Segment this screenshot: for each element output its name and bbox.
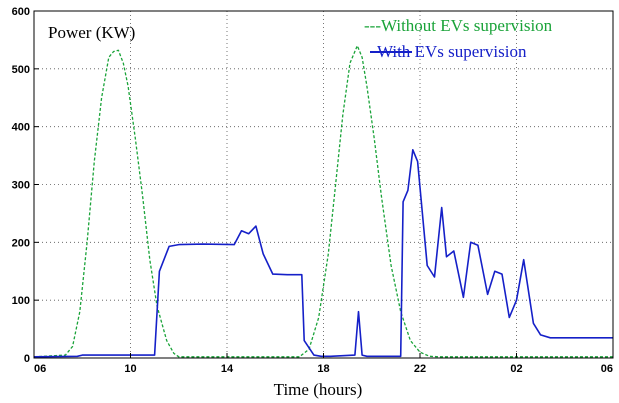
x-tick-label: 10 — [124, 363, 136, 375]
series-line-without-ev — [33, 45, 613, 358]
y-tick-label: 400 — [12, 122, 30, 134]
y-tick-label: 200 — [12, 237, 30, 249]
x-tick-label: 18 — [317, 363, 329, 375]
y-tick-label: 0 — [24, 353, 30, 365]
x-tick-label: 22 — [414, 363, 426, 375]
legend-entry-with-ev: With EVs supervision — [377, 42, 527, 61]
legend-entry-without-ev: ---Without EVs supervision — [364, 16, 553, 35]
x-tick-label: 14 — [221, 363, 234, 375]
series-layer — [33, 45, 613, 358]
x-tick-label: 06 — [601, 363, 613, 375]
y-tick-label: 100 — [12, 295, 30, 307]
x-axis-ticks: 06 10 14 18 22 02 06 — [33, 353, 614, 375]
series-line-with-ev — [33, 149, 613, 358]
y-tick-label: 300 — [12, 180, 30, 192]
x-tick-label: 02 — [510, 363, 522, 375]
y-tick-label: 600 — [12, 6, 30, 18]
x-axis-title: Time (hours) — [274, 380, 363, 399]
grid — [34, 11, 613, 358]
chart-title: Power (KW) — [48, 23, 135, 42]
y-axis-ticks: 0 100 200 300 400 500 600 — [12, 6, 39, 365]
x-tick-label: 06 — [34, 363, 46, 375]
y-tick-label: 500 — [12, 64, 30, 76]
